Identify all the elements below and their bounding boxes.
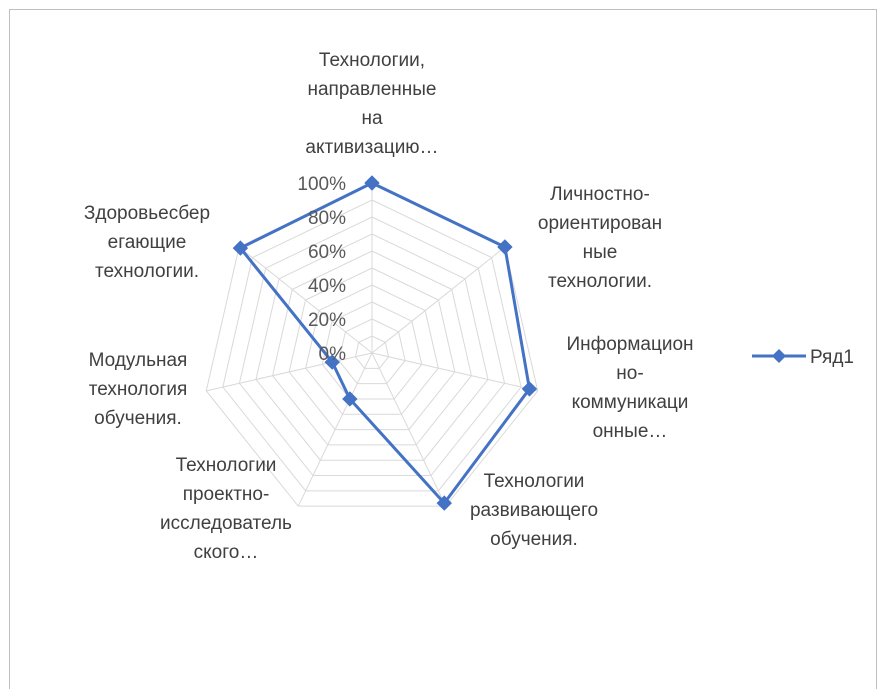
category-label: Технологии развивающего обучения. [470, 471, 598, 550]
axis-spoke [371, 352, 447, 507]
category-label-line: развивающего [470, 500, 598, 521]
category-label-line: Модульная [89, 350, 188, 371]
category-label: Технологии, направленные на активизацию… [305, 50, 438, 158]
series-layer [232, 175, 538, 511]
category-label-layer: Технологии, направленные на активизацию… Лич… [84, 50, 694, 563]
grid-ring [288, 267, 456, 431]
grid-ring [238, 216, 506, 477]
data-point-marker [324, 354, 340, 370]
series-line [238, 181, 531, 505]
tick-label: 60% [308, 242, 346, 263]
legend-marker [772, 349, 786, 363]
legend-label: Ряд1 [810, 347, 854, 368]
grid-ring [305, 284, 439, 415]
category-label-line: Личностно- [550, 184, 650, 205]
category-label-line: исследователь [160, 513, 292, 534]
category-label-line: технологии. [95, 261, 199, 282]
chart-frame [9, 9, 877, 689]
axis-spoke [238, 246, 373, 354]
data-point-marker [497, 239, 513, 255]
category-label-line: обучения. [94, 408, 182, 429]
tick-label: 40% [308, 276, 346, 297]
data-point-marker [521, 381, 538, 397]
data-point-marker [436, 495, 452, 511]
grid-ring [255, 233, 489, 461]
category-label-line: обучения. [490, 529, 578, 550]
tick-label: 0% [319, 344, 347, 365]
legend: Ряд1 [752, 347, 854, 368]
category-label-line: технология [89, 379, 187, 400]
axis-spoke [371, 246, 506, 354]
category-label-line: ные [583, 242, 618, 263]
grid-ring [321, 301, 423, 400]
category-label-line: активизацию… [305, 137, 438, 158]
axis-spoke [297, 352, 373, 507]
category-label-line: ориентирован [538, 213, 662, 234]
grid-ring [222, 199, 522, 492]
category-label-line: ского… [194, 542, 259, 563]
data-point-marker [232, 240, 249, 256]
category-label-line: Технологии [176, 455, 277, 476]
category-label-line: проектно- [183, 484, 270, 505]
axis-spoke [371, 352, 538, 392]
category-label-line: егающие [108, 232, 187, 253]
category-label: Информацион но-коммуникаци онные… [566, 334, 693, 442]
data-point-marker [364, 175, 380, 191]
data-point-marker [342, 391, 358, 407]
tick-layer: 0% 20% 40% 60% 80% 100% [297, 174, 346, 365]
category-label-line: коммуникаци [572, 392, 689, 413]
category-label: Личностно-ориентирован ные технологии. [538, 184, 662, 292]
category-label: Модульная технология обучения. [89, 350, 188, 429]
axis-spoke [206, 352, 373, 392]
category-label-line: Технологии, [319, 50, 425, 71]
category-label-line: технологии. [548, 271, 652, 292]
category-label-line: Информацион [566, 334, 693, 355]
grid-ring [354, 335, 390, 369]
tick-label: 100% [297, 174, 346, 195]
grid-ring [272, 250, 472, 446]
category-label-line: Технологии [484, 471, 585, 492]
grid-ring [338, 318, 406, 385]
category-label-line: Здоровьесбер [84, 203, 210, 224]
category-label-line: но- [616, 363, 643, 384]
category-label: Технологии проектно-исследователь ского… [160, 455, 292, 563]
category-label: Здоровьесбер егающие технологии. [84, 203, 210, 282]
tick-label: 20% [308, 310, 346, 331]
category-label-line: онные… [593, 421, 668, 442]
category-label-line: на [361, 108, 382, 129]
category-label-line: направленные [307, 79, 436, 100]
tick-label: 80% [308, 208, 346, 229]
